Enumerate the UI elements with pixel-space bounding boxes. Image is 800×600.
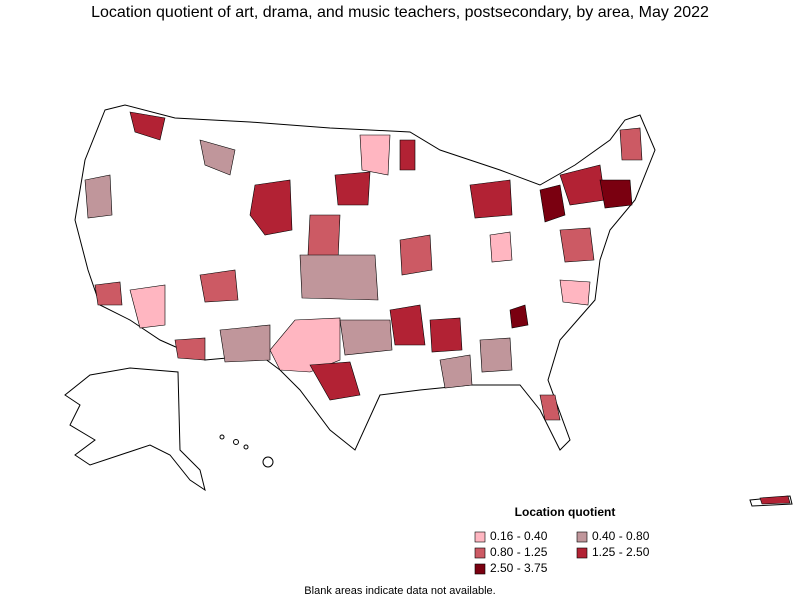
legend-swatch (474, 563, 486, 575)
legend-label: 2.50 - 3.75 (490, 561, 548, 575)
shaded-area (469, 179, 513, 219)
shaded-area (619, 127, 643, 161)
shaded-area (399, 139, 416, 171)
shaded-area (129, 111, 166, 141)
legend-swatch (576, 531, 588, 543)
legend-swatch (474, 531, 486, 543)
legend-label: 0.40 - 0.80 (592, 529, 650, 543)
shaded-area (539, 394, 561, 421)
shaded-area (339, 319, 393, 356)
shaded-area (359, 134, 391, 176)
shaded-area (539, 184, 566, 223)
map (64, 104, 793, 507)
shaded-area (299, 254, 379, 301)
shaded-area (334, 171, 371, 206)
shaded-area (759, 495, 791, 505)
shaded-area (249, 179, 293, 236)
shaded-area (479, 337, 513, 373)
legend-swatch (576, 547, 588, 559)
shaded-area (389, 304, 426, 346)
legend-label: 0.16 - 0.40 (490, 529, 548, 543)
shaded-area (94, 281, 123, 306)
shaded-area (174, 337, 206, 361)
legend-title: Location quotient (515, 505, 616, 519)
shaded-area (309, 361, 361, 401)
shaded-area (84, 174, 113, 219)
shaded-area (307, 214, 341, 261)
shaded-area (599, 179, 633, 209)
shaded-area (429, 317, 463, 353)
legend-swatch (474, 547, 486, 559)
shaded-area (559, 279, 591, 306)
shaded-area (399, 234, 433, 276)
shaded-area (199, 269, 239, 303)
legend: Location quotient 0.16 - 0.40 0.40 - 0.80… (474, 505, 650, 575)
hawaii (219, 434, 274, 468)
shaded-area (489, 231, 513, 263)
shaded-area (509, 304, 529, 329)
shaded-area (439, 354, 473, 389)
shaded-area (559, 227, 595, 263)
shaded-area (129, 284, 166, 329)
map-title: Location quotient of art, drama, and mus… (91, 4, 709, 21)
footnote: Blank areas indicate data not available. (304, 585, 495, 597)
shaded-area (199, 139, 236, 176)
legend-label: 0.80 - 1.25 (490, 545, 548, 559)
legend-label: 1.25 - 2.50 (592, 545, 650, 559)
shaded-area (219, 324, 271, 363)
alaska (64, 367, 206, 492)
